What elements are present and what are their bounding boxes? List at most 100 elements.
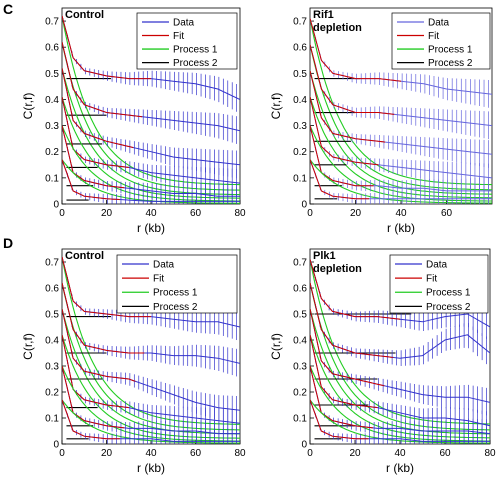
legend-label: Process 2 <box>173 58 218 69</box>
x-tick-label: 0 <box>307 448 313 459</box>
fit-line <box>62 308 136 382</box>
fit-line <box>62 125 125 189</box>
fit-line <box>62 256 151 318</box>
legend-box <box>116 254 238 314</box>
x-tick-label: 20 <box>349 448 361 459</box>
x-tick-label: 40 <box>394 448 406 459</box>
y-tick-label: 0.6 <box>45 284 59 295</box>
fit-line <box>310 308 385 387</box>
data-line <box>310 96 492 179</box>
legend-label: Fit <box>173 31 184 42</box>
legend-label: Process 2 <box>153 302 198 313</box>
process1-line <box>62 15 240 186</box>
fit-line <box>310 18 402 82</box>
legend: Data Fit Process 1 Process 2 <box>136 12 238 70</box>
legend-label: Data <box>173 18 195 29</box>
chart-3: 0 20 40 60 80 0 0.1 0.2 0.3 0.4 0.5 0.6 0.7 r (kb) C(r… <box>21 248 246 475</box>
y-tick-label: 0.7 <box>293 258 307 269</box>
legend-box <box>389 254 489 314</box>
chart-2: 0 20 40 60 0 0.1 0.2 0.3 0.4 0.5 0.6 0.7 r (kb) C(r,f… <box>269 7 493 235</box>
legend-label: Process 2 <box>426 302 471 313</box>
process1-line <box>310 259 490 425</box>
y-tick-label: 0 <box>53 200 59 211</box>
fit-line <box>62 96 129 168</box>
x-tick-label: 40 <box>145 208 157 219</box>
y-tick-label: 0.2 <box>293 147 307 158</box>
fit-line <box>62 159 120 201</box>
y-tick-label: 0.2 <box>45 147 59 158</box>
x-tick-label: 20 <box>101 208 113 219</box>
legend-label: Data <box>428 18 450 29</box>
y-tick-label: 0.4 <box>293 95 307 106</box>
legend-label: Process 1 <box>426 288 471 299</box>
legend-label: Data <box>153 260 175 271</box>
legend-label: Process 2 <box>428 58 473 69</box>
y-tick-label: 0.2 <box>45 388 59 399</box>
y-tick-label: 0.4 <box>293 336 307 347</box>
x-axis-label: r (kb) <box>387 221 415 235</box>
fit-line <box>310 125 374 187</box>
fit-line <box>62 365 125 429</box>
y-axis-label: C(r,f) <box>269 333 283 360</box>
data-line <box>310 399 490 442</box>
y-tick-label: 0.1 <box>293 173 307 184</box>
process1-line <box>310 308 490 435</box>
process1-line <box>62 365 240 442</box>
y-tick-label: 0.6 <box>45 43 59 54</box>
y-tick-label: 0.3 <box>45 121 59 132</box>
chart-title: Plk1 depletion <box>313 250 362 275</box>
fit-line <box>310 365 374 429</box>
x-tick-label: 20 <box>350 208 362 219</box>
fit-line <box>62 15 151 80</box>
x-tick-label: 0 <box>59 448 65 459</box>
x-axis-label: r (kb) <box>137 461 165 475</box>
y-tick-label: 0.7 <box>45 17 59 28</box>
chart-4: 0 20 40 60 80 0 0.1 0.2 0.3 0.4 0.5 0.6 0.7 r (kb) C(r… <box>269 248 496 475</box>
y-tick-label: 0.4 <box>45 336 59 347</box>
y-tick-label: 0.5 <box>45 310 59 321</box>
y-tick-label: 0.1 <box>293 414 307 425</box>
y-tick-label: 0.7 <box>293 17 307 28</box>
y-axis-label: C(r,f) <box>21 333 35 360</box>
y-tick-label: 0.4 <box>45 95 59 106</box>
legend-label: Fit <box>428 31 439 42</box>
process1-line <box>62 125 240 202</box>
y-tick-label: 0.3 <box>293 121 307 132</box>
process1-line <box>310 334 490 439</box>
chart-1: 0 20 40 60 80 0 0.1 0.2 0.3 0.4 0.5 0.6 0.7 r (kb) C(r… <box>21 7 246 235</box>
process1-line <box>310 125 492 202</box>
process1-line <box>62 256 240 425</box>
series-group <box>310 18 492 204</box>
process1-line <box>62 399 240 444</box>
legend: Data Fit Process 1 Process 2 <box>116 254 238 314</box>
legend-label: Process 1 <box>428 45 473 56</box>
x-tick-label: 80 <box>234 208 246 219</box>
process1-line <box>62 96 240 199</box>
fit-line <box>310 259 401 320</box>
fit-line <box>62 41 143 118</box>
x-tick-label: 60 <box>190 208 202 219</box>
process1-line <box>310 399 490 444</box>
series-group <box>62 256 240 444</box>
fit-line <box>310 334 378 409</box>
y-tick-label: 0.3 <box>293 362 307 373</box>
fit-line <box>62 399 120 440</box>
chart-title: Control <box>65 250 104 262</box>
x-axis-label: r (kb) <box>137 221 165 235</box>
fit-line <box>310 399 369 440</box>
fit-line <box>62 334 129 409</box>
x-tick-label: 40 <box>145 448 157 459</box>
x-tick-label: 60 <box>441 208 453 219</box>
y-tick-label: 0.6 <box>293 43 307 54</box>
fit-line <box>310 96 379 166</box>
x-tick-label: 0 <box>307 208 313 219</box>
y-tick-label: 0.3 <box>45 362 59 373</box>
x-tick-label: 20 <box>101 448 113 459</box>
panel-label-c: C <box>3 1 13 17</box>
y-axis-label: C(r,f) <box>21 93 35 120</box>
fit-line <box>62 67 134 149</box>
x-axis-label: r (kb) <box>386 461 414 475</box>
fit-line <box>310 159 370 200</box>
x-tick-label: 80 <box>234 448 246 459</box>
